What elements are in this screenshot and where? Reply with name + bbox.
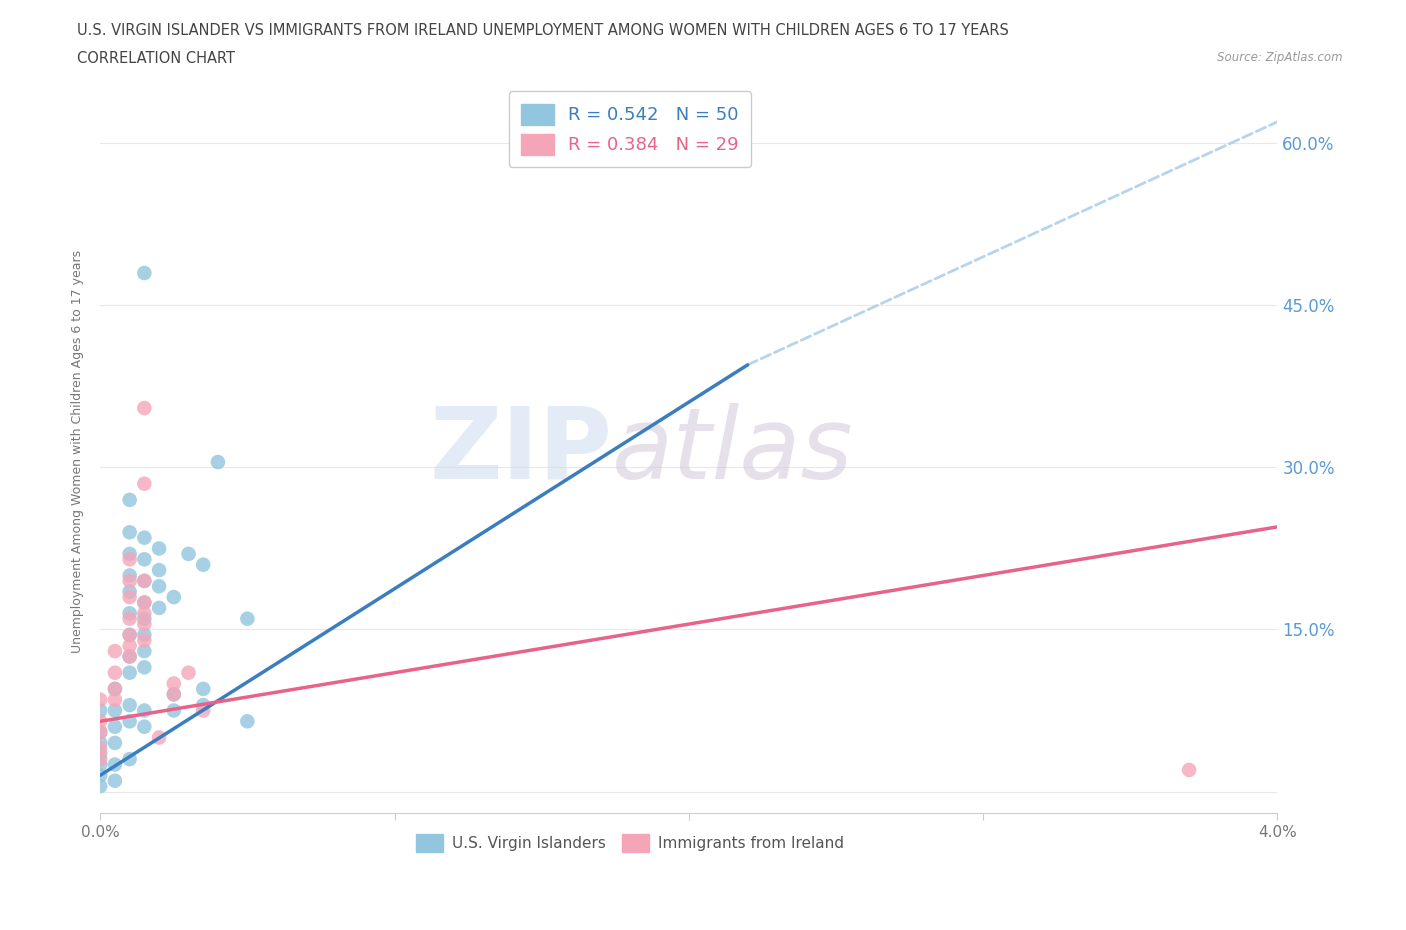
Point — [104, 773, 127, 788]
Point — [118, 649, 141, 664]
Point — [89, 736, 111, 751]
Point — [148, 578, 170, 593]
Point — [134, 703, 156, 718]
Point — [104, 682, 127, 697]
Point — [118, 590, 141, 604]
Point — [104, 692, 127, 707]
Point — [134, 617, 156, 631]
Point — [134, 266, 156, 281]
Point — [193, 682, 215, 697]
Legend: U.S. Virgin Islanders, Immigrants from Ireland: U.S. Virgin Islanders, Immigrants from I… — [408, 827, 852, 859]
Point — [148, 563, 170, 578]
Point — [118, 698, 141, 712]
Point — [104, 665, 127, 680]
Point — [134, 595, 156, 610]
Point — [236, 611, 259, 626]
Point — [118, 525, 141, 539]
Point — [148, 601, 170, 616]
Point — [118, 628, 141, 643]
Point — [89, 724, 111, 739]
Point — [134, 551, 156, 566]
Text: U.S. VIRGIN ISLANDER VS IMMIGRANTS FROM IRELAND UNEMPLOYMENT AMONG WOMEN WITH CH: U.S. VIRGIN ISLANDER VS IMMIGRANTS FROM … — [77, 23, 1010, 38]
Point — [118, 665, 141, 680]
Text: CORRELATION CHART: CORRELATION CHART — [77, 51, 235, 66]
Point — [118, 638, 141, 653]
Point — [118, 611, 141, 626]
Point — [118, 574, 141, 589]
Point — [89, 746, 111, 761]
Point — [193, 557, 215, 572]
Point — [207, 455, 229, 470]
Point — [134, 530, 156, 545]
Point — [193, 698, 215, 712]
Point — [118, 584, 141, 599]
Point — [104, 703, 127, 718]
Point — [193, 703, 215, 718]
Point — [89, 751, 111, 766]
Point — [104, 757, 127, 772]
Point — [134, 628, 156, 643]
Point — [177, 665, 200, 680]
Y-axis label: Unemployment Among Women with Children Ages 6 to 17 years: Unemployment Among Women with Children A… — [72, 249, 84, 653]
Point — [134, 632, 156, 647]
Point — [118, 547, 141, 562]
Point — [1178, 763, 1201, 777]
Point — [104, 682, 127, 697]
Point — [134, 644, 156, 658]
Point — [134, 595, 156, 610]
Text: Source: ZipAtlas.com: Source: ZipAtlas.com — [1218, 51, 1343, 64]
Point — [89, 724, 111, 739]
Point — [163, 590, 186, 604]
Point — [89, 741, 111, 756]
Point — [163, 687, 186, 702]
Point — [89, 757, 111, 772]
Point — [163, 703, 186, 718]
Point — [89, 768, 111, 783]
Point — [89, 714, 111, 729]
Point — [134, 611, 156, 626]
Point — [118, 628, 141, 643]
Point — [118, 492, 141, 507]
Point — [177, 547, 200, 562]
Point — [118, 714, 141, 729]
Point — [134, 605, 156, 620]
Point — [104, 736, 127, 751]
Text: ZIP: ZIP — [429, 403, 612, 499]
Point — [89, 778, 111, 793]
Point — [134, 476, 156, 491]
Point — [118, 605, 141, 620]
Point — [104, 719, 127, 734]
Text: atlas: atlas — [612, 403, 853, 499]
Point — [134, 660, 156, 675]
Point — [89, 692, 111, 707]
Point — [134, 574, 156, 589]
Point — [104, 644, 127, 658]
Point — [134, 719, 156, 734]
Point — [134, 401, 156, 416]
Point — [163, 676, 186, 691]
Point — [236, 714, 259, 729]
Point — [134, 574, 156, 589]
Point — [118, 751, 141, 766]
Point — [118, 551, 141, 566]
Point — [118, 649, 141, 664]
Point — [148, 541, 170, 556]
Point — [118, 568, 141, 583]
Point — [89, 703, 111, 718]
Point — [148, 730, 170, 745]
Point — [163, 687, 186, 702]
